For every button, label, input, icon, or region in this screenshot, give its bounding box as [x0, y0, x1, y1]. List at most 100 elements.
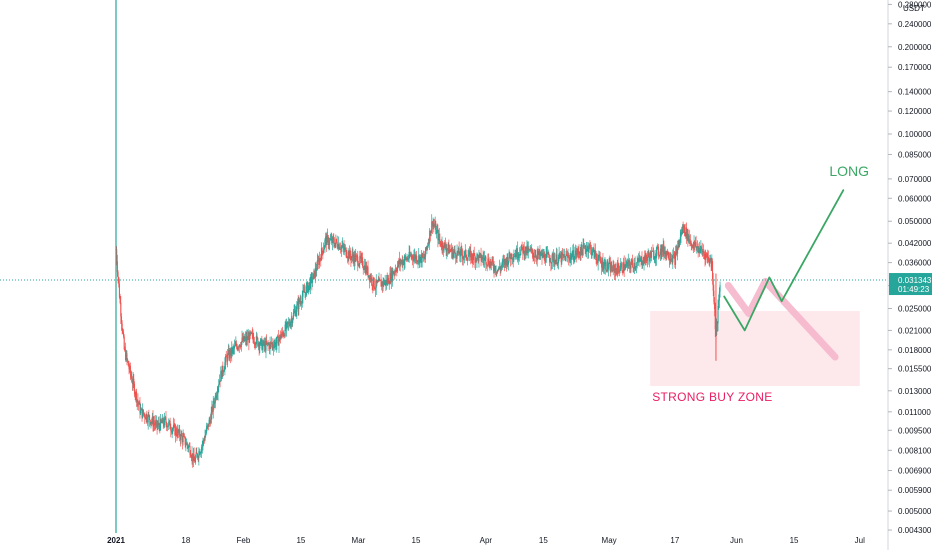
- candle-body: [331, 238, 333, 244]
- candle-body: [333, 239, 335, 244]
- candle-body: [651, 251, 653, 258]
- candle-body: [365, 265, 367, 274]
- price-axis-tick-label: 0.200000: [898, 43, 932, 52]
- candle-body: [548, 257, 551, 263]
- candle-body: [615, 268, 617, 271]
- candle-body: [315, 268, 317, 271]
- candle-body: [683, 225, 686, 234]
- bearish-projection-path[interactable]: [724, 277, 839, 361]
- current-price-tag[interactable]: [889, 273, 932, 296]
- candle-body: [673, 254, 675, 256]
- candle-body: [651, 250, 653, 252]
- candle-body: [559, 253, 561, 258]
- candle-body: [471, 253, 473, 259]
- candle-body: [527, 248, 529, 253]
- candle-body: [451, 247, 453, 252]
- candle-body: [525, 246, 527, 254]
- time-axis[interactable]: 2021 18 Feb 15 Mar 15 Apr 15 May 17 Jun 15 Jul: [107, 536, 865, 545]
- candle-body: [533, 256, 536, 258]
- candle-body: [209, 419, 211, 421]
- candle-body: [134, 394, 136, 396]
- candle-body: [538, 250, 540, 256]
- candle-body: [207, 423, 209, 427]
- candle-body: [240, 346, 242, 348]
- candle-body: [575, 250, 577, 255]
- candle-body: [318, 258, 320, 265]
- candle-body: [477, 254, 479, 256]
- price-axis-tick-label: 0.100000: [898, 130, 932, 139]
- projection-layer: LONG: [723, 163, 869, 361]
- candle-body: [273, 344, 275, 349]
- candle-body: [389, 273, 391, 284]
- candle-body: [656, 247, 658, 250]
- candle-body: [450, 250, 452, 252]
- candle-body: [570, 254, 572, 260]
- candle-body: [366, 265, 368, 273]
- candle-body: [560, 254, 562, 263]
- candle-body: [324, 240, 326, 247]
- candle-body: [425, 247, 427, 257]
- candle-body: [226, 357, 228, 362]
- candle-body: [316, 260, 318, 270]
- candles-layer: [115, 214, 721, 468]
- candle-body: [634, 262, 636, 268]
- candle-body: [225, 356, 227, 363]
- candle-body: [260, 338, 262, 340]
- candle-body: [413, 256, 415, 261]
- candle-body: [655, 249, 657, 259]
- candle-body: [542, 253, 544, 258]
- candle-body: [138, 402, 140, 405]
- candle-body: [332, 237, 334, 240]
- candle-body: [322, 249, 325, 254]
- candle-body: [375, 287, 377, 290]
- candle-body: [713, 290, 715, 303]
- candle-body: [512, 258, 514, 260]
- candle-body: [422, 253, 424, 258]
- candle-body: [340, 246, 342, 250]
- candle-body: [163, 423, 165, 426]
- candle-body: [445, 247, 447, 252]
- candle-body: [638, 258, 640, 260]
- candle-body: [338, 243, 340, 249]
- candle-body: [509, 252, 511, 258]
- candle-body: [298, 299, 301, 303]
- candle-body: [321, 248, 323, 251]
- candle-body: [507, 256, 509, 265]
- candle-body: [277, 335, 279, 338]
- candle-body: [125, 353, 127, 360]
- candle-body: [176, 434, 178, 437]
- candle-body: [602, 259, 604, 270]
- time-axis-tick-label: 15: [790, 536, 799, 545]
- candle-body: [654, 256, 656, 259]
- candle-body: [410, 255, 412, 257]
- price-axis-tick-label: 0.042000: [898, 239, 932, 248]
- candle-body: [692, 246, 694, 249]
- candle-body: [279, 335, 281, 340]
- candle-body: [290, 321, 292, 327]
- candle-body: [404, 256, 406, 261]
- candle-body: [151, 421, 153, 423]
- candle-body: [351, 256, 353, 260]
- candle-body: [256, 335, 258, 338]
- candle-body: [614, 268, 616, 273]
- candle-body: [718, 300, 720, 306]
- candle-body: [373, 277, 375, 288]
- candle-body: [631, 260, 633, 263]
- candle-body: [448, 249, 451, 254]
- candle-body: [483, 257, 486, 261]
- candle-body: [309, 276, 312, 289]
- candle-body: [379, 278, 381, 281]
- time-axis-tick-label: Mar: [352, 536, 366, 545]
- candle-body: [317, 260, 319, 262]
- candle-body: [542, 253, 544, 258]
- candle-body: [557, 257, 559, 264]
- candle-body: [285, 324, 287, 329]
- candle-body: [672, 254, 675, 255]
- candle-body: [540, 252, 542, 255]
- long-projection-path[interactable]: [723, 189, 845, 332]
- candle-body: [232, 347, 234, 349]
- candle-body: [535, 257, 538, 259]
- candle-body: [173, 424, 175, 426]
